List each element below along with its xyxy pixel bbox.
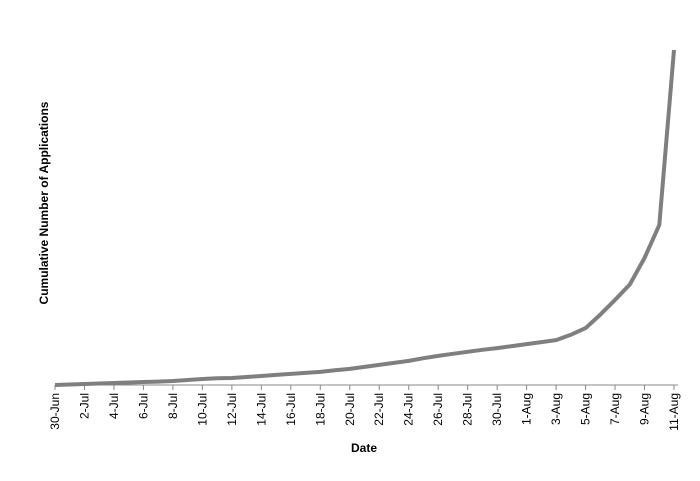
x-tick-label: 10-Jul: [195, 393, 209, 426]
x-tick-label: 30-Jul: [490, 393, 504, 426]
x-tick-label: 20-Jul: [343, 393, 357, 426]
x-tick-label: 8-Jul: [166, 393, 180, 419]
x-tick-label: 3-Aug: [549, 393, 563, 425]
x-tick-label: 30-Jun: [48, 393, 62, 430]
x-tick-label: 14-Jul: [254, 393, 268, 426]
x-tick-label: 2-Jul: [77, 393, 91, 419]
x-tick-label: 28-Jul: [461, 393, 475, 426]
x-tick-label: 12-Jul: [225, 393, 239, 426]
x-tick-label: 6-Jul: [136, 393, 150, 419]
x-tick-label: 26-Jul: [431, 393, 445, 426]
x-tick-label: 5-Aug: [579, 393, 593, 425]
x-tick-label: 9-Aug: [638, 393, 652, 425]
line: [54, 49, 676, 387]
x-tick-label: 18-Jul: [313, 393, 327, 426]
x-tick-label: 7-Aug: [608, 393, 622, 425]
y-axis-label: Cumulative Number of Applications: [37, 101, 51, 304]
x-tick-label: 16-Jul: [284, 393, 298, 426]
x-tick-label: 1-Aug: [520, 393, 534, 425]
x-tick-label: 24-Jul: [402, 393, 416, 426]
x-tick-label: 22-Jul: [372, 393, 386, 426]
x-tick-label: 4-Jul: [107, 393, 121, 419]
x-tick-label: 11-Aug: [667, 393, 681, 431]
x-axis-label: Date: [351, 441, 377, 455]
